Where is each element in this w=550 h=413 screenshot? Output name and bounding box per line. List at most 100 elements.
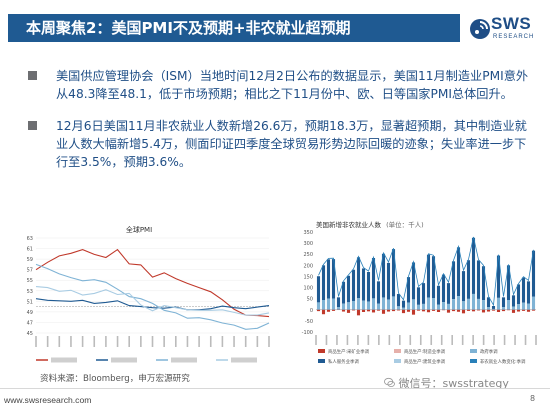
bar-services bbox=[517, 284, 520, 304]
bar-negative bbox=[352, 310, 355, 311]
footer: www.swsresearch.com 8 bbox=[0, 388, 550, 413]
y-tick-label: 0 bbox=[310, 308, 313, 314]
source-note: 资料来源：Bloomberg，申万宏源研究 bbox=[40, 372, 190, 384]
bar-government bbox=[517, 304, 520, 310]
y-tick-label: 50 bbox=[307, 297, 313, 303]
bar-government bbox=[417, 305, 420, 310]
bar-negative bbox=[382, 310, 385, 314]
y-tick-label: 350 bbox=[303, 230, 313, 236]
x-tick-label bbox=[152, 336, 154, 347]
y-tick-label: 45 bbox=[27, 331, 33, 337]
x-tick-label bbox=[378, 335, 380, 345]
bar-government bbox=[492, 309, 495, 310]
bar-negative bbox=[427, 310, 430, 312]
legend-label bbox=[51, 358, 77, 363]
x-tick-label bbox=[35, 336, 37, 347]
x-tick-label bbox=[222, 336, 224, 347]
x-tick-label bbox=[514, 335, 516, 345]
bar-services bbox=[522, 278, 525, 303]
bar-services bbox=[492, 306, 495, 309]
bar-services bbox=[422, 283, 425, 304]
bar-government bbox=[347, 302, 350, 309]
y-tick-label: 53 bbox=[27, 289, 33, 295]
x-tick-label bbox=[462, 335, 464, 345]
bar-negative bbox=[387, 310, 390, 312]
legend-label bbox=[171, 358, 197, 363]
y-tick-label: 300 bbox=[303, 241, 313, 247]
x-tick-label bbox=[472, 335, 474, 345]
bar-services bbox=[337, 297, 340, 307]
x-tick-label bbox=[47, 336, 49, 347]
x-tick-label bbox=[483, 335, 485, 345]
bar-negative bbox=[527, 310, 530, 312]
bar-negative bbox=[377, 310, 380, 311]
bar-services bbox=[367, 272, 370, 301]
bullet-item: 12月6日美国11月非农就业人数新增26.6万，预期18.3万，显著超预期，其中… bbox=[28, 117, 533, 171]
x-tick-label bbox=[326, 335, 328, 345]
x-tick-label bbox=[409, 335, 411, 345]
bar-services bbox=[402, 301, 405, 308]
y-tick-label: 51 bbox=[27, 299, 33, 305]
bar-negative bbox=[412, 310, 415, 315]
bar-services bbox=[472, 238, 475, 294]
x-tick-label bbox=[441, 335, 443, 345]
bar-government bbox=[427, 298, 430, 310]
bar-government bbox=[432, 298, 435, 310]
bar-negative bbox=[482, 310, 485, 313]
bar-services bbox=[327, 259, 330, 298]
pmi-series-line bbox=[36, 264, 269, 329]
bar-negative bbox=[417, 310, 420, 311]
x-tick-label bbox=[535, 335, 537, 345]
bar-government bbox=[507, 300, 510, 310]
bar-government bbox=[337, 307, 340, 310]
x-tick-label bbox=[175, 336, 177, 347]
bar-negative bbox=[432, 310, 435, 311]
y-tick-label: 250 bbox=[303, 252, 313, 258]
bar-services bbox=[322, 265, 325, 300]
bar-services bbox=[437, 286, 440, 305]
legend-swatch bbox=[318, 359, 325, 363]
y-tick-label: 200 bbox=[303, 263, 313, 269]
pmi-series-line bbox=[36, 299, 269, 310]
bar-negative bbox=[447, 310, 450, 313]
y-tick-label: 63 bbox=[27, 236, 33, 242]
y-tick-label: 150 bbox=[303, 274, 313, 280]
bar-negative bbox=[497, 310, 500, 312]
bar-negative bbox=[517, 310, 520, 312]
bar-services bbox=[452, 261, 455, 299]
bar-services bbox=[442, 275, 445, 302]
footer-url[interactable]: www.swsresearch.com bbox=[4, 395, 91, 405]
bar-government bbox=[437, 304, 440, 309]
x-tick-label bbox=[245, 336, 247, 347]
x-tick-label bbox=[128, 336, 130, 347]
legend-label: 私人服务业季调 bbox=[328, 358, 359, 365]
bar-government bbox=[457, 296, 460, 310]
bar-services bbox=[397, 294, 400, 306]
bar-negative bbox=[322, 310, 325, 314]
legend-label bbox=[111, 358, 137, 363]
legend-swatch bbox=[394, 349, 401, 353]
bar-negative bbox=[452, 310, 455, 311]
nfp-chart-svg: 美国新增非农就业人数 (单位：千人) 350300250200150100500… bbox=[290, 218, 542, 368]
legend-label bbox=[231, 358, 257, 363]
bar-negative bbox=[402, 310, 405, 313]
bar-government bbox=[462, 301, 465, 310]
legend-label: 商品生产:制造业季调 bbox=[404, 348, 446, 355]
bullet-square-icon bbox=[28, 121, 37, 130]
bullet-text: 12月6日美国11月非农就业人数新增26.6万，预期18.3万，显著超预期，其中… bbox=[56, 119, 527, 169]
bar-negative bbox=[367, 310, 370, 312]
bar-government bbox=[317, 302, 320, 309]
bar-services bbox=[447, 283, 450, 304]
bullet-item: 美国供应管理协会（ISM）当地时间12月2日公布的数据显示，美国11月制造业PM… bbox=[28, 67, 533, 103]
bar-services bbox=[377, 281, 380, 303]
y-tick-label: 59 bbox=[27, 257, 33, 263]
x-tick-label bbox=[389, 335, 391, 345]
legend-swatch bbox=[470, 349, 477, 353]
x-tick-label bbox=[525, 335, 527, 345]
bar-government bbox=[367, 301, 370, 309]
bar-negative bbox=[347, 310, 350, 313]
y-tick-label: 49 bbox=[27, 310, 33, 316]
x-tick-label bbox=[233, 336, 235, 347]
bar-government bbox=[352, 301, 355, 310]
